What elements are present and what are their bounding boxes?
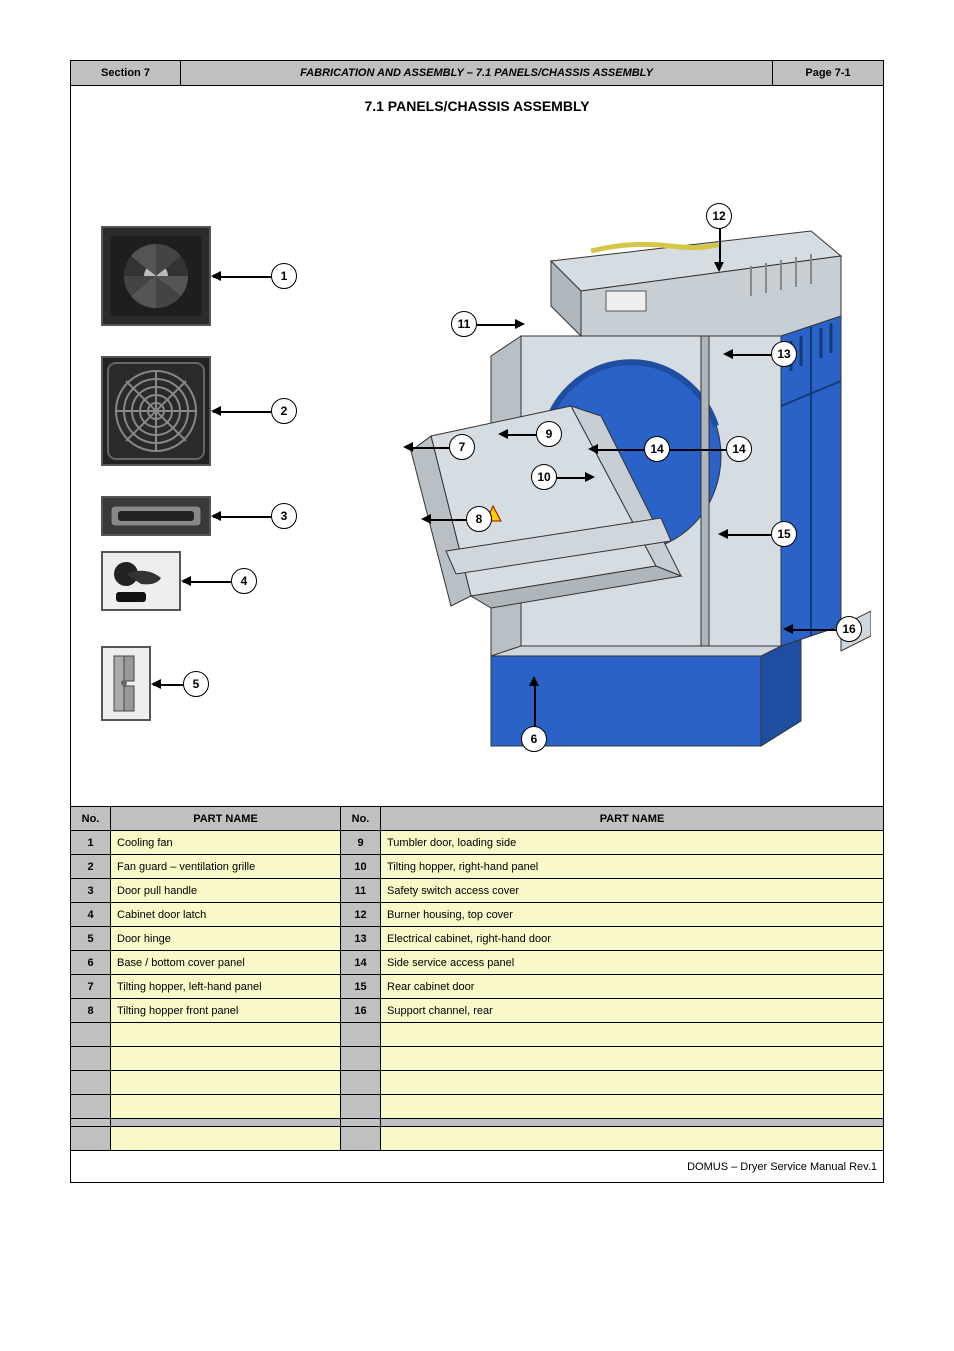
arrow	[791, 629, 836, 631]
col-no2: No.	[341, 807, 381, 831]
table-row	[71, 1071, 884, 1095]
thumb-hinge	[101, 646, 151, 721]
col-no: No.	[71, 807, 111, 831]
diagram-area: 7.1 PANELS/CHASSIS ASSEMBLY 1	[70, 86, 884, 806]
table-row: 2 Fan guard – ventilation grille 10 Tilt…	[71, 855, 884, 879]
thumb-handle	[101, 496, 211, 536]
callout-1: 1	[271, 263, 297, 289]
arrow-head	[585, 472, 595, 482]
arrow	[429, 519, 466, 521]
arrow	[719, 229, 721, 264]
table-row	[71, 1127, 884, 1151]
arrow-head	[714, 262, 724, 272]
arrow	[506, 434, 536, 436]
arrow-head	[718, 529, 728, 539]
arrow-head	[211, 511, 221, 521]
thumb-fan	[101, 226, 211, 326]
callout-9: 9	[536, 421, 562, 447]
arrow	[726, 534, 771, 536]
footer-text: DOMUS – Dryer Service Manual Rev.1	[71, 1151, 884, 1183]
arrow	[670, 449, 726, 451]
machine-illustration	[371, 166, 871, 766]
callout-6: 6	[521, 726, 547, 752]
callout-16: 16	[836, 616, 862, 642]
callout-8: 8	[466, 506, 492, 532]
arrow	[596, 449, 644, 451]
arrow-head	[783, 624, 793, 634]
table-row: 1 Cooling fan 9 Tumbler door, loading si…	[71, 831, 884, 855]
col-part: PART NAME	[111, 807, 341, 831]
arrow-head	[211, 406, 221, 416]
arrow-head-up	[529, 676, 539, 686]
parts-table: No. PART NAME No. PART NAME 1 Cooling fa…	[70, 806, 884, 1183]
spacer-row	[71, 1119, 884, 1127]
arrow	[534, 684, 536, 726]
callout-7: 7	[449, 434, 475, 460]
header-bar: Section 7 FABRICATION AND ASSEMBLY – 7.1…	[70, 60, 884, 86]
arrow	[557, 477, 587, 479]
arrow-head	[723, 349, 733, 359]
arrow-head	[181, 576, 191, 586]
callout-2: 2	[271, 398, 297, 424]
arrow-head	[588, 444, 598, 454]
header-page: Page 7-1	[773, 61, 883, 85]
callout-5: 5	[183, 671, 209, 697]
callout-4: 4	[231, 568, 257, 594]
callout-14: 14	[644, 436, 670, 462]
callout-14b: 14	[726, 436, 752, 462]
callout-12: 12	[706, 203, 732, 229]
thumb-grille	[101, 356, 211, 466]
callout-10: 10	[531, 464, 557, 490]
col-part2: PART NAME	[381, 807, 884, 831]
arrow-head	[515, 319, 525, 329]
arrow-head	[403, 442, 413, 452]
table-row	[71, 1047, 884, 1071]
arrow	[731, 354, 771, 356]
arrow	[213, 516, 271, 518]
table-row: 7 Tilting hopper, left-hand panel 15 Rea…	[71, 975, 884, 999]
callout-3: 3	[271, 503, 297, 529]
header-title: FABRICATION AND ASSEMBLY – 7.1 PANELS/CH…	[181, 61, 773, 85]
table-row: 8 Tilting hopper front panel 16 Support …	[71, 999, 884, 1023]
arrow	[213, 276, 271, 278]
diagram-title: 7.1 PANELS/CHASSIS ASSEMBLY	[71, 86, 883, 114]
table-row: 5 Door hinge 13 Electrical cabinet, righ…	[71, 927, 884, 951]
arrow-head	[151, 679, 161, 689]
arrow-head	[421, 514, 431, 524]
header-section: Section 7	[71, 61, 181, 85]
callout-15: 15	[771, 521, 797, 547]
table-header-row: No. PART NAME No. PART NAME	[71, 807, 884, 831]
callout-11: 11	[451, 311, 477, 337]
arrow	[213, 411, 271, 413]
arrow-head	[211, 271, 221, 281]
table-row	[71, 1095, 884, 1119]
table-row: 4 Cabinet door latch 12 Burner housing, …	[71, 903, 884, 927]
footer-row: DOMUS – Dryer Service Manual Rev.1	[71, 1151, 884, 1183]
arrow-head	[498, 429, 508, 439]
arrow	[411, 447, 449, 449]
table-row: 6 Base / bottom cover panel 14 Side serv…	[71, 951, 884, 975]
table-row: 3 Door pull handle 11 Safety switch acce…	[71, 879, 884, 903]
arrow	[477, 324, 517, 326]
callout-13: 13	[771, 341, 797, 367]
thumb-latch	[101, 551, 181, 611]
table-row	[71, 1023, 884, 1047]
